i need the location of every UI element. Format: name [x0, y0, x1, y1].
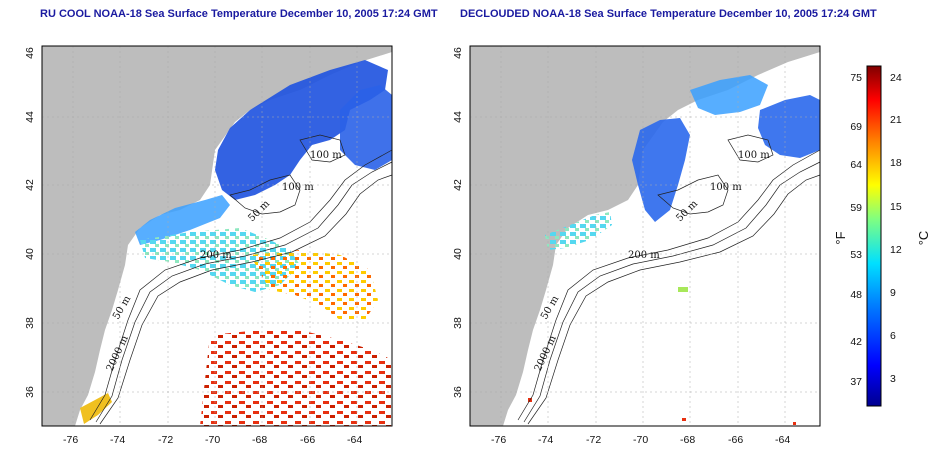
left-map-frame — [41, 45, 393, 427]
colorbar-c-tick: 12 — [890, 244, 902, 256]
right-map-frame — [469, 45, 821, 427]
right-map-cold-water-east — [758, 95, 820, 158]
left-x-tick: -66 — [300, 434, 315, 446]
left-map-mid-water — [135, 195, 230, 245]
colorbar-c-tick: 15 — [890, 201, 902, 213]
right-map-contours — [517, 134, 821, 425]
right-y-tick: 42 — [452, 179, 464, 191]
right-y-tick: 38 — [452, 317, 464, 329]
right-x-tick: -70 — [633, 434, 648, 446]
colorbar-f-tick: 37 — [850, 376, 862, 388]
right-map-x-axis: -76 -74 -72 -70 -68 -66 -64 — [491, 434, 790, 446]
colorbar-celsius-ticks: 24 21 18 15 12 9 6 3 — [890, 72, 902, 385]
left-map-y-axis: 46 44 42 40 38 36 — [24, 47, 36, 398]
left-y-tick: 42 — [24, 179, 36, 191]
left-contour-label-2: 100 m — [282, 182, 314, 193]
right-x-tick: -72 — [586, 434, 601, 446]
left-x-tick: -70 — [205, 434, 220, 446]
left-map-warm-coast — [80, 393, 112, 424]
right-contour-label-1: 100 m — [738, 150, 770, 161]
left-map-land — [42, 46, 392, 426]
right-contour-label-2: 100 m — [710, 182, 742, 193]
left-y-tick: 36 — [24, 386, 36, 398]
right-map-y-axis: 46 44 42 40 38 36 — [452, 47, 464, 398]
colorbar-celsius-label: °C — [916, 231, 931, 246]
left-map-cold-water-east — [340, 85, 392, 170]
left-map-grid — [42, 46, 392, 426]
left-x-tick: -74 — [110, 434, 125, 446]
left-y-tick: 40 — [24, 248, 36, 260]
right-y-tick: 40 — [452, 248, 464, 260]
right-map-red-spot — [682, 418, 686, 421]
colorbar-gradient — [866, 65, 882, 407]
left-map-title: RU COOL NOAA-18 Sea Surface Temperature … — [40, 8, 438, 20]
left-map: 100 m 100 m 50 m 200 m 50 m 2000 m -76 -… — [24, 45, 393, 446]
colorbar-c-tick: 21 — [890, 114, 902, 126]
left-y-tick: 46 — [24, 47, 36, 59]
right-map: 100 m 100 m 50 m 200 m 50 m 2000 m -76 -… — [452, 45, 821, 446]
left-contour-label-4: 200 m — [200, 250, 232, 261]
right-map-red-spot — [793, 422, 796, 425]
right-map-mid-water — [690, 75, 768, 115]
right-y-tick: 36 — [452, 386, 464, 398]
left-map-contours — [89, 134, 393, 425]
left-map-cold-water — [215, 60, 388, 200]
colorbar-c-tick: 18 — [890, 157, 902, 169]
colorbar-fahrenheit-label: °F — [833, 231, 848, 244]
colorbar-f-tick: 53 — [850, 249, 862, 261]
colorbar: 75 69 64 59 53 48 42 37 24 21 18 15 12 9… — [833, 65, 931, 407]
left-x-tick: -72 — [158, 434, 173, 446]
colorbar-c-tick: 3 — [890, 373, 896, 385]
left-y-tick: 38 — [24, 317, 36, 329]
colorbar-f-tick: 42 — [850, 336, 862, 348]
right-x-tick: -66 — [728, 434, 743, 446]
right-map-grid — [470, 46, 820, 426]
left-map-gulf-stream — [200, 330, 392, 426]
right-x-tick: -74 — [538, 434, 553, 446]
right-y-tick: 44 — [452, 111, 464, 123]
right-x-tick: -64 — [775, 434, 790, 446]
left-y-tick: 44 — [24, 111, 36, 123]
colorbar-f-tick: 69 — [850, 121, 862, 133]
right-map-title: DECLOUDED NOAA-18 Sea Surface Temperatur… — [460, 8, 877, 20]
colorbar-f-tick: 59 — [850, 202, 862, 214]
colorbar-c-tick: 6 — [890, 330, 896, 342]
colorbar-c-tick: 9 — [890, 287, 896, 299]
left-map-warm-water — [250, 250, 378, 320]
colorbar-f-tick: 75 — [850, 72, 862, 84]
left-x-tick: -64 — [347, 434, 362, 446]
right-map-cyan-water — [545, 212, 612, 250]
colorbar-c-tick: 24 — [890, 72, 902, 84]
right-map-warm-spot — [678, 287, 688, 292]
right-map-cold-water — [632, 118, 690, 222]
left-x-tick: -76 — [63, 434, 78, 446]
right-x-tick: -76 — [491, 434, 506, 446]
right-contour-label-4: 200 m — [628, 250, 660, 261]
right-y-tick: 46 — [452, 47, 464, 59]
colorbar-f-tick: 64 — [850, 159, 862, 171]
right-x-tick: -68 — [680, 434, 695, 446]
right-map-land — [470, 46, 820, 426]
left-x-tick: -68 — [252, 434, 267, 446]
left-contour-label-1: 100 m — [310, 150, 342, 161]
left-map-x-axis: -76 -74 -72 -70 -68 -66 -64 — [63, 434, 362, 446]
colorbar-f-tick: 48 — [850, 289, 862, 301]
colorbar-fahrenheit-ticks: 75 69 64 59 53 48 42 37 — [850, 72, 862, 388]
